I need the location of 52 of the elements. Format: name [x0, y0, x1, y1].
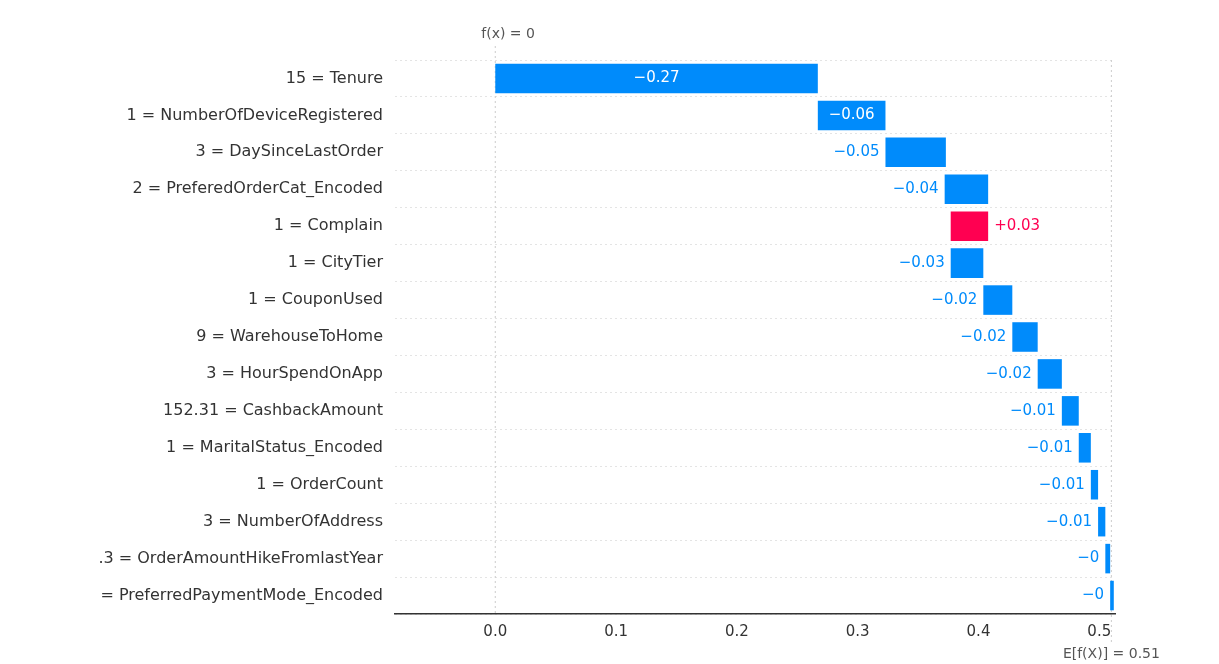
y-tick-label: 152.31 = CashbackAmount [163, 400, 383, 420]
data-label: −0.02 [960, 326, 1007, 345]
bar [1105, 543, 1111, 574]
data-label: −0.05 [833, 142, 880, 161]
data-label: −0.01 [1026, 437, 1073, 456]
y-tick-label: 9 = WarehouseToHome [196, 326, 383, 346]
y-tick-label: 1 = NumberOfDeviceRegistered [126, 104, 383, 124]
x-tick-label: 0.0 [483, 621, 508, 640]
y-tick-label: 1 = MaritalStatus_Encoded [166, 436, 383, 457]
bar [1110, 580, 1114, 611]
data-label: −0.02 [985, 363, 1032, 382]
bar [885, 137, 946, 168]
data-label: −0.27 [633, 68, 680, 87]
data-label: −0 [1077, 548, 1100, 567]
y-tick-label: 15 = Tenure [285, 67, 383, 87]
y-tick-label: 2 = PreferedOrderCat_Encoded [132, 178, 383, 199]
y-tick-label: 3 = NumberOfAddress [203, 510, 383, 530]
y-tick-label: .3 = OrderAmountHikeFromlastYear [98, 547, 384, 567]
bar [950, 248, 984, 278]
y-tick-label: = PreferredPaymentMode_Encoded [100, 584, 383, 605]
bar [495, 63, 818, 94]
x-tick-label: 0.5 [1087, 621, 1112, 640]
data-label: −0.06 [828, 105, 875, 124]
y-tick-label: 3 = DaySinceLastOrder [195, 141, 384, 161]
data-label: −0.01 [1046, 511, 1093, 530]
data-label: −0.01 [1038, 474, 1085, 493]
y-tick-label: 1 = CouponUsed [248, 289, 383, 309]
x-tick-label: 0.3 [845, 621, 870, 640]
bar [983, 285, 1013, 315]
y-tick-label: 1 = CityTier [287, 252, 384, 272]
bar [1098, 506, 1106, 537]
x-tick-label: 0.2 [724, 621, 749, 640]
y-tick-label: 1 = OrderCount [256, 473, 383, 493]
ref-line-label: E[f(X)] = 0.51 [1062, 644, 1160, 661]
y-tick-label: 1 = Complain [273, 215, 383, 235]
data-label: −0.02 [931, 289, 978, 308]
bar [1090, 469, 1099, 500]
data-label: +0.03 [994, 216, 1041, 235]
y-tick-label: 3 = HourSpendOnApp [206, 363, 383, 383]
bar [950, 211, 989, 241]
x-tick-label: 0.1 [604, 621, 628, 640]
bar [1078, 433, 1091, 463]
data-label: −0.04 [892, 179, 939, 198]
data-label: −0.01 [1009, 400, 1056, 419]
data-label: −0 [1082, 585, 1105, 604]
bar [1061, 396, 1079, 426]
ref-line-label: f(x) = 0 [481, 24, 535, 41]
bar [1012, 322, 1038, 352]
bar [1037, 359, 1062, 389]
bar [944, 174, 989, 205]
data-label: −0.03 [898, 253, 945, 272]
x-tick-label: 0.4 [966, 621, 991, 640]
